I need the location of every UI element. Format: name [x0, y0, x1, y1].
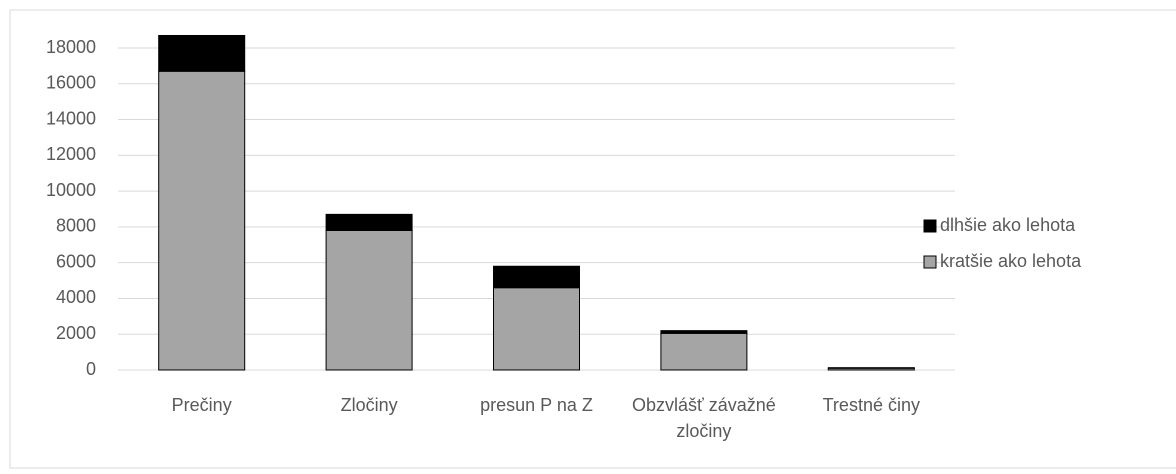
bar-segment — [493, 287, 580, 371]
legend-swatch — [923, 219, 937, 233]
bar-segment — [660, 330, 748, 334]
y-tick-label: 2000 — [56, 323, 96, 343]
y-tick-label: 10000 — [46, 180, 96, 200]
x-tick-label: Obzvlášť závažné zločiny — [631, 395, 776, 441]
x-tick-label: Trestné činy — [822, 395, 920, 415]
y-tick-label: 0 — [86, 359, 96, 379]
legend-label: dlhšie ako lehota — [940, 215, 1076, 235]
bar-segment — [325, 229, 413, 371]
y-tick-label: 12000 — [46, 144, 96, 164]
y-tick-label: 6000 — [56, 251, 96, 271]
bar-segment — [660, 332, 748, 371]
y-tick-label: 8000 — [56, 216, 96, 236]
bar-segment — [493, 265, 580, 289]
x-tick-label: Zločiny — [340, 395, 398, 415]
bar-segment — [827, 367, 915, 369]
x-tick-label: presun P na Z — [480, 395, 593, 415]
y-tick-label: 4000 — [56, 287, 96, 307]
bar-segment — [325, 213, 413, 231]
y-tick-label: 14000 — [46, 108, 96, 128]
x-tick-label: Prečiny — [171, 395, 232, 415]
y-tick-label: 16000 — [46, 73, 96, 93]
bar-segment — [158, 70, 246, 371]
bar-segment — [158, 34, 246, 72]
legend-label: kratšie ako lehota — [940, 251, 1082, 271]
y-tick-label: 18000 — [46, 37, 96, 57]
legend-swatch — [923, 255, 937, 269]
